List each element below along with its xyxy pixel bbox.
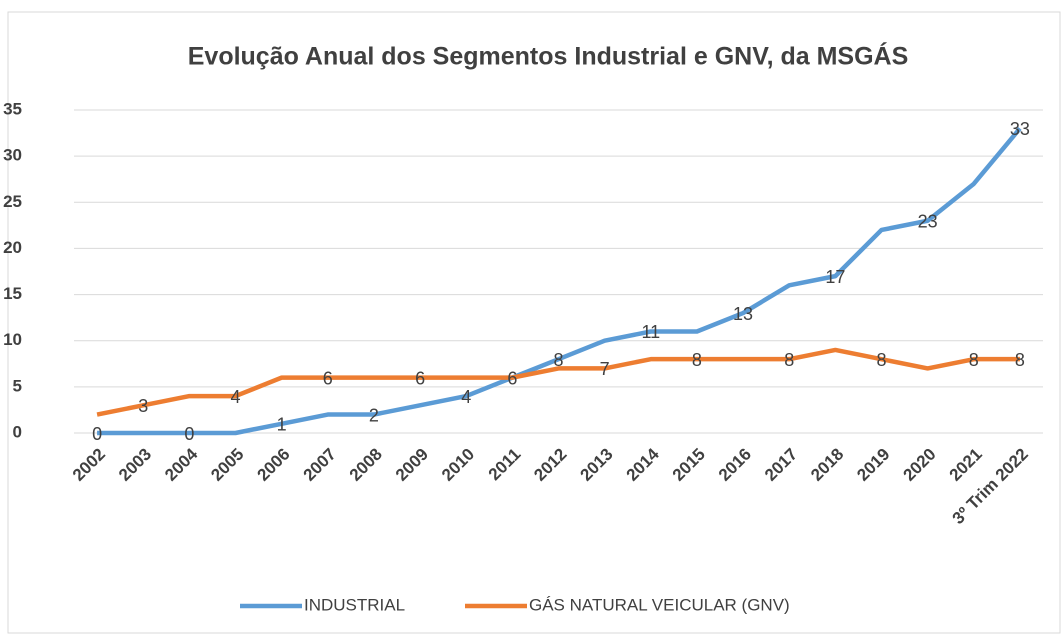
data-label: 8 — [553, 350, 563, 370]
data-label: 8 — [1015, 350, 1025, 370]
data-label: 6 — [323, 368, 333, 388]
data-label: 3 — [138, 396, 148, 416]
data-label: 0 — [184, 424, 194, 444]
data-label: 23 — [918, 211, 938, 231]
legend-label: INDUSTRIAL — [304, 595, 405, 614]
data-label: 1 — [277, 415, 287, 435]
data-label: 6 — [415, 368, 425, 388]
y-tick-label: 30 — [3, 146, 22, 165]
y-tick-label: 15 — [3, 284, 22, 303]
y-tick-label: 20 — [3, 238, 22, 257]
data-label: 4 — [230, 387, 240, 407]
data-label: 7 — [600, 359, 610, 379]
y-tick-label: 0 — [13, 422, 22, 441]
data-label: 6 — [507, 368, 517, 388]
data-label: 4 — [461, 387, 471, 407]
legend-label: GÁS NATURAL VEICULAR (GNV) — [529, 595, 790, 614]
y-tick-label: 10 — [3, 330, 22, 349]
y-tick-label: 35 — [3, 99, 22, 118]
series-line — [97, 127, 1022, 436]
data-label: 8 — [784, 350, 794, 370]
data-label: 17 — [825, 267, 845, 287]
data-label: 13 — [733, 304, 753, 324]
data-label: 33 — [1010, 119, 1030, 139]
data-label: 0 — [92, 424, 102, 444]
series-line — [96, 347, 1020, 417]
y-tick-label: 5 — [13, 376, 22, 395]
data-label: 8 — [692, 350, 702, 370]
chart-title: Evolução Anual dos Segmentos Industrial … — [188, 42, 909, 71]
data-label: 8 — [876, 350, 886, 370]
data-label: 11 — [641, 322, 660, 342]
y-tick-label: 25 — [3, 192, 22, 211]
chart-frame — [7, 11, 1061, 634]
data-label: 8 — [969, 350, 979, 370]
data-label: 2 — [369, 405, 379, 425]
